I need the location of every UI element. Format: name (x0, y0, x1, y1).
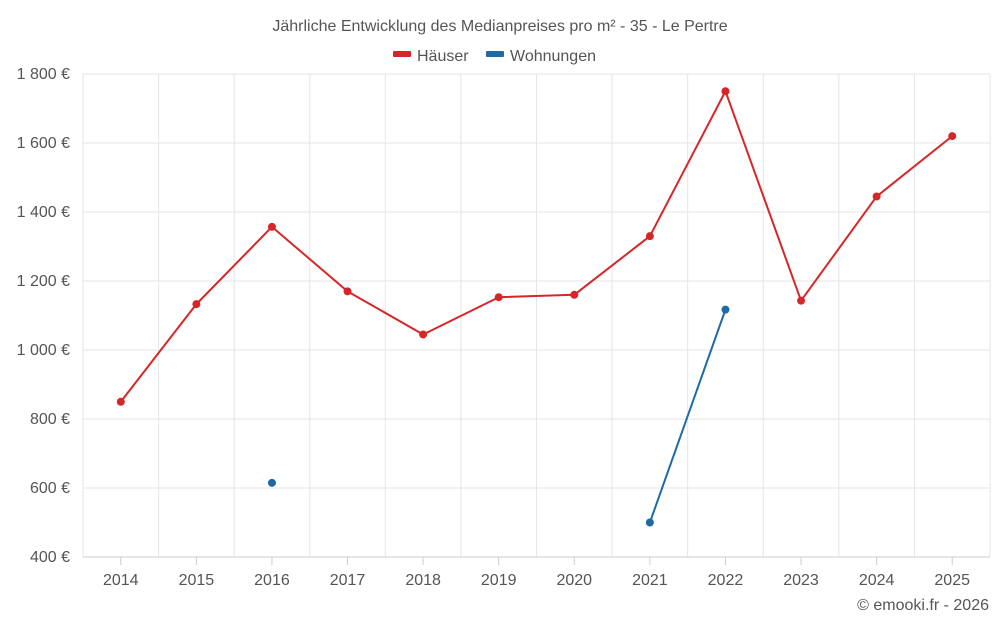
legend-label-haeuser: Häuser (417, 48, 469, 65)
x-tick-label: 2017 (330, 572, 366, 589)
x-tick-label: 2025 (934, 572, 970, 589)
y-tick-label: 1 800 € (17, 66, 70, 83)
data-point-haeuser[interactable] (116, 397, 125, 406)
x-tick-label: 2024 (859, 572, 895, 589)
series-haeuser (116, 87, 957, 406)
x-tick-label: 2014 (103, 572, 139, 589)
legend: Häuser Wohnungen (393, 48, 596, 65)
chart-title: Jährliche Entwicklung des Medianpreises … (272, 18, 727, 35)
y-tick-label: 1 400 € (17, 204, 70, 221)
data-point-haeuser[interactable] (645, 232, 654, 241)
grid (82, 73, 991, 558)
x-tick-label: 2022 (708, 572, 744, 589)
data-point-wohnungen[interactable] (645, 518, 654, 527)
series-group (116, 87, 957, 527)
x-tick-label: 2015 (179, 572, 215, 589)
legend-item-haeuser[interactable]: Häuser (393, 48, 469, 65)
data-point-wohnungen[interactable] (267, 478, 276, 487)
data-point-haeuser[interactable] (570, 290, 579, 299)
data-point-haeuser[interactable] (721, 87, 730, 96)
data-point-haeuser[interactable] (267, 222, 276, 231)
series-line-haeuser (120, 90, 953, 403)
y-tick-label: 1 600 € (17, 135, 70, 152)
x-tick-label: 2023 (783, 572, 819, 589)
y-tick-label: 400 € (30, 549, 70, 566)
data-point-haeuser[interactable] (872, 192, 881, 201)
credit-text: © emooki.fr - 2026 (857, 597, 989, 614)
x-tick-label: 2021 (632, 572, 668, 589)
legend-item-wohnungen[interactable]: Wohnungen (486, 48, 596, 65)
data-point-haeuser[interactable] (192, 300, 201, 309)
y-tick-label: 1 200 € (17, 273, 70, 290)
data-point-haeuser[interactable] (494, 293, 503, 302)
data-point-haeuser[interactable] (343, 287, 352, 296)
x-tick-label: 2016 (254, 572, 290, 589)
series-wohnungen (267, 305, 730, 527)
data-point-haeuser[interactable] (419, 330, 428, 339)
y-axis: 400 € 600 € 800 € 1 000 € 1 200 € 1 400 € 1 60… (17, 66, 70, 566)
data-point-haeuser[interactable] (797, 296, 806, 305)
x-tick-label: 2019 (481, 572, 517, 589)
legend-swatch-haeuser (393, 51, 411, 57)
x-axis: 2014 2015 2016 2017 2018 2019 2020 2021 2022 2023… (83, 556, 990, 589)
x-tick-label: 2020 (556, 572, 592, 589)
y-tick-label: 1 000 € (17, 342, 70, 359)
legend-label-wohnungen: Wohnungen (510, 48, 596, 65)
data-point-wohnungen[interactable] (721, 305, 730, 314)
y-tick-label: 800 € (30, 411, 70, 428)
data-point-haeuser[interactable] (948, 132, 957, 141)
series-line-wohnungen (648, 309, 727, 523)
y-tick-label: 600 € (30, 480, 70, 497)
legend-swatch-wohnungen (486, 51, 504, 57)
x-tick-label: 2018 (405, 572, 441, 589)
